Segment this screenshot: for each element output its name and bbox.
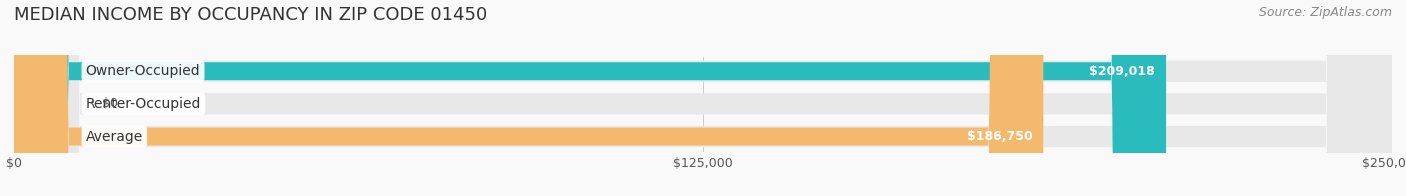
Text: $0: $0	[103, 97, 118, 110]
Text: Average: Average	[86, 130, 143, 143]
FancyBboxPatch shape	[14, 0, 1166, 196]
Text: Renter-Occupied: Renter-Occupied	[86, 97, 201, 111]
FancyBboxPatch shape	[14, 0, 1392, 196]
Text: Owner-Occupied: Owner-Occupied	[86, 64, 200, 78]
FancyBboxPatch shape	[14, 0, 1043, 196]
FancyBboxPatch shape	[14, 0, 1392, 196]
Text: $209,018: $209,018	[1090, 65, 1156, 78]
Text: $186,750: $186,750	[966, 130, 1032, 143]
Text: MEDIAN INCOME BY OCCUPANCY IN ZIP CODE 01450: MEDIAN INCOME BY OCCUPANCY IN ZIP CODE 0…	[14, 6, 488, 24]
FancyBboxPatch shape	[14, 0, 1392, 196]
Text: Source: ZipAtlas.com: Source: ZipAtlas.com	[1258, 6, 1392, 19]
